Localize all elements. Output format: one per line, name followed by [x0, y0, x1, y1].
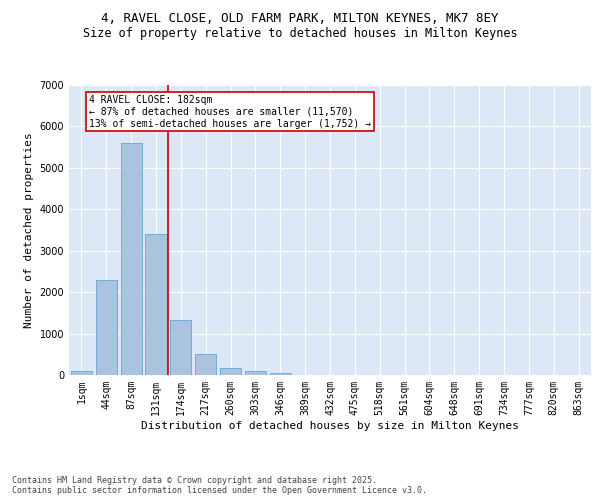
Text: 4 RAVEL CLOSE: 182sqm
← 87% of detached houses are smaller (11,570)
13% of semi-: 4 RAVEL CLOSE: 182sqm ← 87% of detached …: [89, 96, 371, 128]
Bar: [145, 234, 167, 375]
Bar: [245, 371, 266, 375]
Text: 4, RAVEL CLOSE, OLD FARM PARK, MILTON KEYNES, MK7 8EY: 4, RAVEL CLOSE, OLD FARM PARK, MILTON KE…: [101, 12, 499, 26]
Bar: [71, 371, 92, 375]
Bar: [170, 320, 191, 375]
Bar: [195, 354, 216, 375]
Bar: [96, 280, 117, 375]
Text: Size of property relative to detached houses in Milton Keynes: Size of property relative to detached ho…: [83, 28, 517, 40]
X-axis label: Distribution of detached houses by size in Milton Keynes: Distribution of detached houses by size …: [141, 420, 519, 430]
Bar: [270, 372, 291, 375]
Bar: [220, 368, 241, 375]
Text: Contains HM Land Registry data © Crown copyright and database right 2025.
Contai: Contains HM Land Registry data © Crown c…: [12, 476, 427, 495]
Bar: [121, 143, 142, 375]
Y-axis label: Number of detached properties: Number of detached properties: [24, 132, 34, 328]
